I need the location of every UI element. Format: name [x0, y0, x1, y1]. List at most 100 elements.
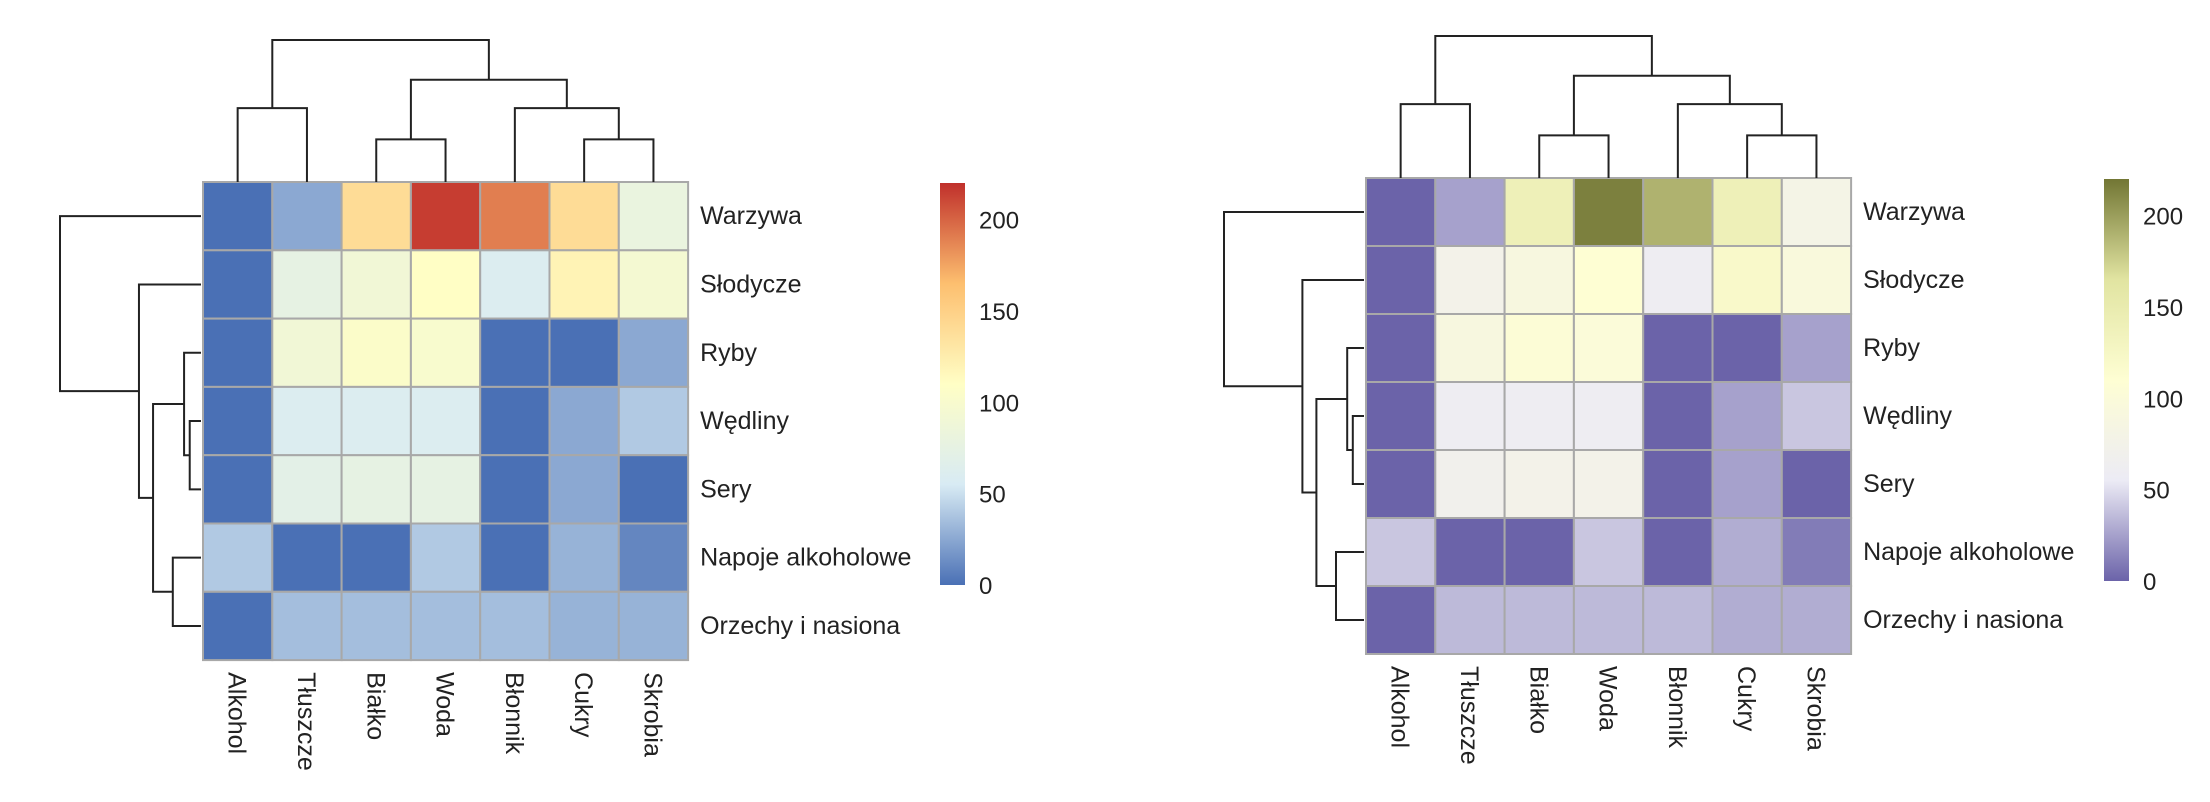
heatmap-cell [1365, 245, 1437, 315]
colorbar-tick-label: 100 [2143, 386, 2183, 413]
heatmap-cell [1711, 381, 1783, 451]
row-dendrogram-branch [1315, 398, 1348, 587]
column-dendrogram [1399, 35, 1818, 178]
row-label: Napoje alkoholowe [700, 544, 911, 572]
heatmap-cell [340, 590, 412, 662]
heatmap-cell [548, 522, 620, 593]
heatmap-cell [340, 181, 412, 252]
heatmap-cell [340, 317, 412, 388]
heatmap-cell [1572, 313, 1645, 383]
heatmap-cell [271, 590, 343, 662]
heatmap-cell [1434, 313, 1506, 383]
colorbar-tick-label: 150 [979, 299, 1019, 326]
heatmap-cell [271, 522, 343, 593]
row-label: Sery [700, 475, 752, 503]
colorbar-tick-label: 100 [979, 390, 1019, 417]
heatmap-cell [1780, 517, 1853, 587]
column-label: Cukry [1732, 666, 1760, 732]
heatmap-cell [1503, 449, 1575, 519]
heatmap-cell [1642, 585, 1714, 655]
heatmap-cell [271, 454, 343, 525]
heatmap-cell [617, 385, 690, 457]
heatmap-cell [1572, 245, 1645, 315]
heatmap-cell [1572, 585, 1645, 655]
heatmap-cell [617, 454, 690, 525]
heatmap-cell [1711, 517, 1783, 587]
row-dendrogram-branch [1301, 279, 1364, 494]
heatmap-cell [202, 522, 274, 593]
row-dendrogram [1223, 211, 1364, 621]
heatmap-cell [202, 385, 274, 457]
row-label: Orzechy i nasiona [700, 612, 900, 640]
heatmap-cell [1642, 313, 1714, 383]
heatmap-cell [548, 590, 620, 662]
heatmap-cell [1434, 245, 1506, 315]
heatmap-cell [617, 249, 690, 320]
heatmap-cell [617, 181, 690, 252]
heatmap-cell [1365, 381, 1437, 451]
column-label: Woda [1594, 666, 1622, 731]
column-dendrogram-branch [236, 107, 308, 182]
heatmap-cell [1503, 313, 1575, 383]
heatmap-cell [340, 249, 412, 320]
heatmap-cell [1711, 177, 1783, 247]
column-dendrogram-branch [583, 138, 655, 182]
heatmap-cell [1780, 449, 1853, 519]
row-dendrogram-branch [137, 283, 201, 499]
colorbar-tick-label: 200 [2143, 204, 2183, 231]
colorbar-tick-label: 50 [979, 482, 1006, 509]
column-dendrogram-branch [1399, 103, 1471, 178]
heatmap-cell [271, 385, 343, 457]
colorbar-tick-label: 200 [979, 208, 1019, 235]
column-dendrogram-branch [513, 107, 620, 182]
heatmap-cell [479, 590, 551, 662]
heatmap-cell [271, 181, 343, 252]
heatmap-cell [1572, 449, 1645, 519]
heatmap-cell [1711, 313, 1783, 383]
heatmap-cell [479, 522, 551, 593]
heatmap-cell [548, 249, 620, 320]
row-label: Słodycze [1863, 266, 1964, 294]
heatmap-cell [1780, 381, 1853, 451]
column-dendrogram-branch [1572, 74, 1731, 136]
heatmap-cell [1642, 517, 1714, 587]
heatmap-cell [409, 249, 482, 320]
colorbar-tick-label: 0 [2143, 569, 2156, 596]
heatmap-cell [409, 385, 482, 457]
column-label: Białko [361, 672, 389, 740]
heatmap-cell [271, 249, 343, 320]
heatmap-cells [1365, 177, 1853, 655]
column-dendrogram-branch [375, 138, 447, 182]
column-dendrogram-branch [1676, 103, 1783, 178]
row-label: Ryby [1863, 334, 1920, 362]
heatmap-panel-right: Warzywa Słodycze Ryby Wędliny Sery Napoje alk… [1223, 35, 2183, 765]
heatmap-cell [479, 181, 551, 252]
heatmap-cell [479, 249, 551, 320]
heatmap-cell [1780, 585, 1853, 655]
row-dendrogram-branch [183, 351, 201, 457]
heatmap-cell [1434, 449, 1506, 519]
heatmap-cell [1503, 245, 1575, 315]
heatmap-cell [202, 181, 274, 252]
heatmap-cell [548, 454, 620, 525]
column-label: Białko [1524, 666, 1552, 734]
heatmap-cell [1572, 517, 1645, 587]
heatmap-cell [409, 522, 482, 593]
heatmap-cell [202, 590, 274, 662]
column-label: Alkohol [223, 672, 251, 754]
column-label: Skrobia [638, 672, 666, 757]
column-label: Skrobia [1801, 666, 1829, 751]
column-dendrogram-branch [1434, 35, 1653, 105]
row-label: Ryby [700, 339, 757, 367]
heatmap-cell [548, 181, 620, 252]
heatmap-cell [1572, 177, 1645, 247]
column-label: Woda [431, 672, 459, 737]
column-dendrogram-branch [271, 39, 490, 109]
heatmap-cell [617, 522, 690, 593]
row-label: Sery [1863, 470, 1915, 498]
heatmap-cell [1434, 381, 1506, 451]
column-label: Cukry [569, 672, 597, 738]
heatmap-cell [479, 454, 551, 525]
heatmap-cell [202, 317, 274, 388]
heatmap-cell [548, 317, 620, 388]
